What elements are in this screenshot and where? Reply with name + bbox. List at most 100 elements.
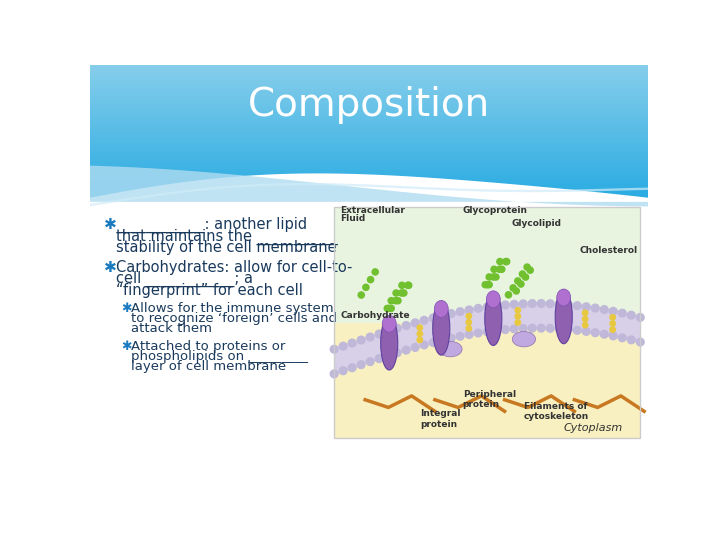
Text: Carbohydrates: allow for cell-to-: Carbohydrates: allow for cell-to- [117, 260, 353, 275]
Polygon shape [90, 151, 648, 152]
Circle shape [358, 292, 364, 298]
Polygon shape [90, 72, 648, 73]
Polygon shape [90, 150, 648, 151]
Text: cell ____________; a: cell ____________; a [117, 271, 253, 287]
Polygon shape [90, 115, 648, 116]
Polygon shape [90, 142, 648, 143]
Circle shape [386, 305, 392, 312]
Circle shape [510, 300, 518, 308]
Polygon shape [90, 77, 648, 78]
Polygon shape [90, 81, 648, 82]
Polygon shape [90, 166, 648, 206]
Circle shape [330, 370, 338, 377]
Circle shape [465, 306, 473, 314]
Circle shape [429, 314, 437, 322]
Polygon shape [90, 79, 648, 80]
Polygon shape [334, 207, 640, 323]
Circle shape [438, 336, 446, 344]
Circle shape [503, 259, 509, 265]
Circle shape [393, 325, 401, 332]
Circle shape [491, 266, 497, 272]
Polygon shape [90, 138, 648, 139]
Circle shape [582, 316, 588, 322]
Polygon shape [90, 130, 648, 131]
Circle shape [528, 325, 536, 332]
Circle shape [618, 309, 626, 317]
Circle shape [582, 322, 588, 328]
Polygon shape [90, 168, 648, 170]
Polygon shape [90, 92, 648, 93]
Circle shape [420, 316, 428, 324]
Polygon shape [90, 82, 648, 83]
Circle shape [483, 328, 491, 335]
Text: ____________: another lipid: ____________: another lipid [117, 217, 307, 233]
Polygon shape [90, 143, 648, 144]
Circle shape [600, 330, 608, 338]
Circle shape [627, 336, 635, 343]
Polygon shape [90, 152, 648, 153]
Circle shape [447, 310, 455, 318]
Polygon shape [90, 160, 648, 161]
Circle shape [564, 301, 572, 309]
Polygon shape [90, 97, 648, 98]
Polygon shape [90, 110, 648, 111]
Circle shape [411, 343, 419, 352]
Polygon shape [90, 118, 648, 119]
Circle shape [510, 285, 516, 291]
Text: Carbohydrate: Carbohydrate [341, 311, 410, 320]
Text: attack them: attack them [131, 322, 212, 335]
Circle shape [384, 352, 392, 360]
Text: ✱: ✱ [104, 260, 117, 275]
Circle shape [546, 300, 554, 308]
Circle shape [420, 341, 428, 349]
Polygon shape [90, 120, 648, 121]
Polygon shape [90, 172, 648, 173]
Polygon shape [90, 66, 648, 67]
Polygon shape [90, 70, 648, 71]
Polygon shape [90, 123, 648, 124]
Circle shape [402, 322, 410, 329]
Polygon shape [90, 102, 648, 103]
Circle shape [501, 301, 509, 309]
Polygon shape [90, 162, 648, 163]
Polygon shape [90, 174, 648, 175]
Polygon shape [90, 173, 648, 202]
Polygon shape [90, 133, 648, 134]
Ellipse shape [381, 316, 397, 370]
Polygon shape [90, 173, 648, 174]
Polygon shape [90, 171, 648, 172]
Polygon shape [90, 192, 648, 193]
Circle shape [555, 300, 563, 308]
Circle shape [366, 358, 374, 366]
Ellipse shape [513, 332, 536, 347]
Polygon shape [90, 163, 648, 164]
Circle shape [366, 333, 374, 341]
Polygon shape [90, 89, 648, 90]
Circle shape [486, 274, 492, 280]
Polygon shape [90, 69, 648, 70]
Circle shape [609, 332, 617, 340]
Polygon shape [90, 156, 648, 157]
Polygon shape [90, 96, 648, 97]
Polygon shape [90, 112, 648, 113]
Polygon shape [90, 146, 648, 147]
Ellipse shape [382, 315, 396, 332]
Circle shape [483, 303, 491, 311]
Circle shape [610, 327, 616, 332]
Polygon shape [90, 95, 648, 96]
Circle shape [505, 292, 512, 298]
Polygon shape [90, 194, 648, 195]
Text: stability of the cell membrane: stability of the cell membrane [117, 240, 337, 255]
Circle shape [515, 314, 521, 319]
Polygon shape [90, 98, 648, 99]
Polygon shape [90, 86, 648, 87]
Circle shape [392, 298, 399, 304]
Polygon shape [90, 198, 648, 199]
Polygon shape [90, 154, 648, 155]
Polygon shape [90, 73, 648, 74]
Circle shape [363, 284, 369, 291]
Text: ✱: ✱ [121, 340, 132, 353]
Polygon shape [90, 85, 648, 86]
Polygon shape [90, 128, 648, 129]
Polygon shape [90, 134, 648, 135]
